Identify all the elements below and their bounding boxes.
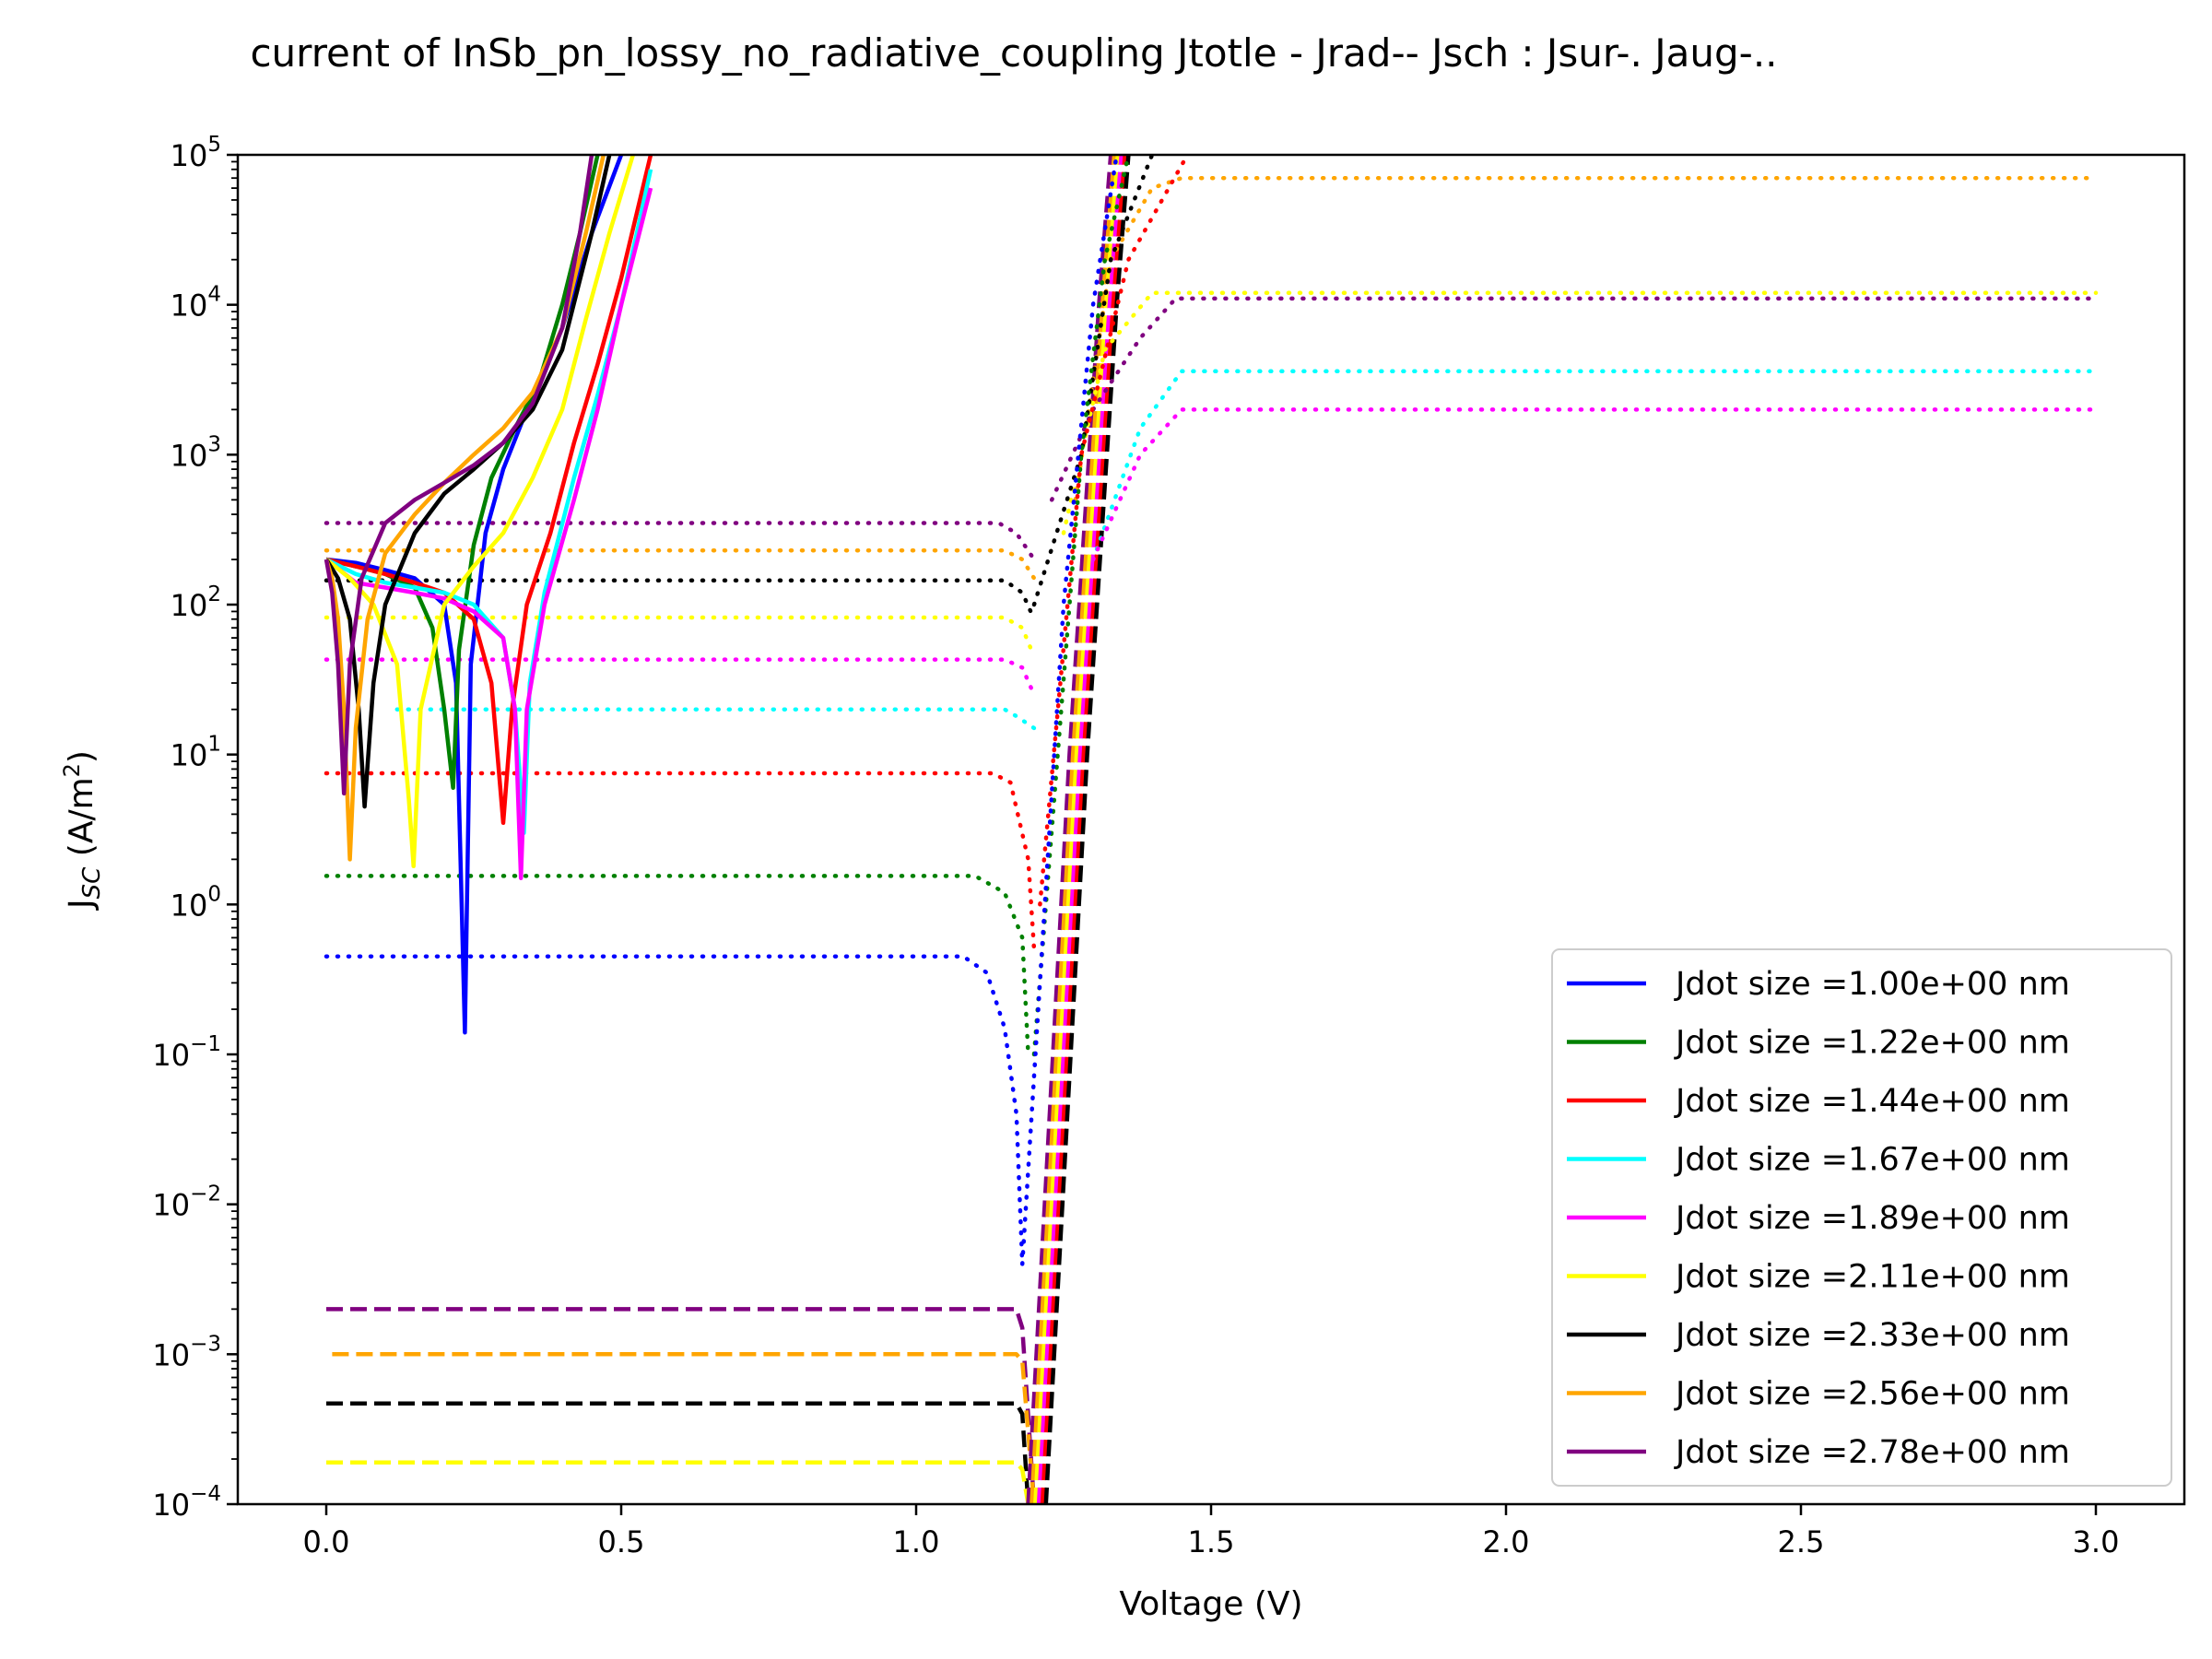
series-dotted-high-4	[1090, 407, 2099, 562]
legend-label-0: Jdot size =1.00e+00 nm	[1674, 966, 2070, 1003]
y-axis-title: JSC (A/m2)	[59, 750, 106, 911]
legend-label-5: Jdot size =2.11e+00 nm	[1674, 1259, 2070, 1296]
series-aug-5	[324, 615, 1037, 659]
legend-label-7: Jdot size =2.56e+00 nm	[1674, 1376, 2070, 1413]
legend-label-8: Jdot size =2.78e+00 nm	[1674, 1434, 2070, 1471]
series-dashed-steep-1	[1030, 155, 1117, 1504]
series-aug-7	[324, 547, 1037, 581]
series-aug-4	[324, 657, 1037, 698]
y-tick-label-2: 103	[171, 432, 221, 473]
legend: Jdot size =1.00e+00 nm Jdot size =1.22e+0…	[1551, 948, 2172, 1487]
y-axis-title-close: )	[63, 750, 100, 763]
series-aug-8	[324, 521, 1037, 562]
y-tick-label-7: 10−2	[152, 1182, 221, 1223]
series-dotted-high-7	[1031, 155, 1131, 1057]
x-tick-label-4: 2.0	[1483, 1524, 1530, 1559]
y-axis-title-main: J	[63, 899, 100, 911]
legend-label-3: Jdot size =1.67e+00 nm	[1674, 1142, 2070, 1179]
x-tick-label-2: 1.0	[893, 1524, 940, 1559]
legend-label-1: Jdot size =1.22e+00 nm	[1674, 1025, 2070, 1062]
x-tick-label-3: 1.5	[1188, 1524, 1235, 1559]
y-tick-label-0: 105	[171, 133, 221, 173]
series-dashed-low-1	[332, 1352, 1037, 1504]
series-layer	[324, 155, 2099, 1504]
y-tick-label-6: 10−1	[152, 1032, 221, 1073]
y-axis-title-sub: SC	[78, 866, 106, 900]
x-tick-label-1: 0.5	[598, 1524, 645, 1559]
series-aug-1	[324, 874, 1030, 1057]
y-tick-label-5: 100	[171, 882, 221, 923]
legend-box	[1551, 948, 2172, 1487]
y-axis-ticks: 105 104 103 102 101 100 10−1 10−2 10−3 10−4	[152, 133, 238, 1523]
y-tick-label-8: 10−3	[152, 1332, 221, 1372]
series-dashed-steep-4	[1040, 155, 1127, 1504]
legend-label-4: Jdot size =1.89e+00 nm	[1674, 1200, 2070, 1237]
chart-title: current of InSb_pn_lossy_no_radiative_co…	[250, 30, 1777, 76]
y-tick-label-4: 101	[171, 733, 221, 773]
series-total-4	[324, 187, 653, 880]
y-tick-label-1: 104	[171, 283, 221, 324]
series-dashed-steep-3	[1036, 155, 1124, 1504]
series-dotted-high-8	[1019, 155, 1119, 1266]
series-dotted-high-6	[1038, 155, 1190, 907]
series-dotted-high-2	[1049, 296, 2099, 502]
y-tick-label-9: 10−4	[152, 1482, 221, 1523]
series-dashed-low-2	[326, 1401, 1030, 1504]
x-tick-label-0: 0.0	[303, 1524, 350, 1559]
legend-label-2: Jdot size =1.44e+00 nm	[1674, 1083, 2070, 1120]
series-aug-3	[394, 707, 1037, 731]
series-dotted-high-5	[1031, 155, 1155, 607]
y-tick-label-3: 102	[171, 582, 221, 623]
series-aug-2	[324, 771, 1037, 952]
series-dashed-low-3	[326, 1460, 1030, 1504]
x-tick-label-6: 3.0	[2073, 1524, 2120, 1559]
series-dotted-high-1	[1061, 290, 2099, 535]
y-axis-title-unit: (A/m	[63, 777, 100, 866]
y-axis-title-sup: 2	[59, 763, 85, 777]
x-axis-ticks: 0.0 0.5 1.0 1.5 2.0 2.5 3.0	[303, 1504, 2120, 1559]
series-total-8	[324, 155, 594, 796]
x-tick-label-5: 2.5	[1778, 1524, 1825, 1559]
series-aug-0	[324, 954, 1025, 1266]
legend-label-6: Jdot size =2.33e+00 nm	[1674, 1317, 2070, 1354]
x-axis-title: Voltage (V)	[1119, 1585, 1302, 1623]
